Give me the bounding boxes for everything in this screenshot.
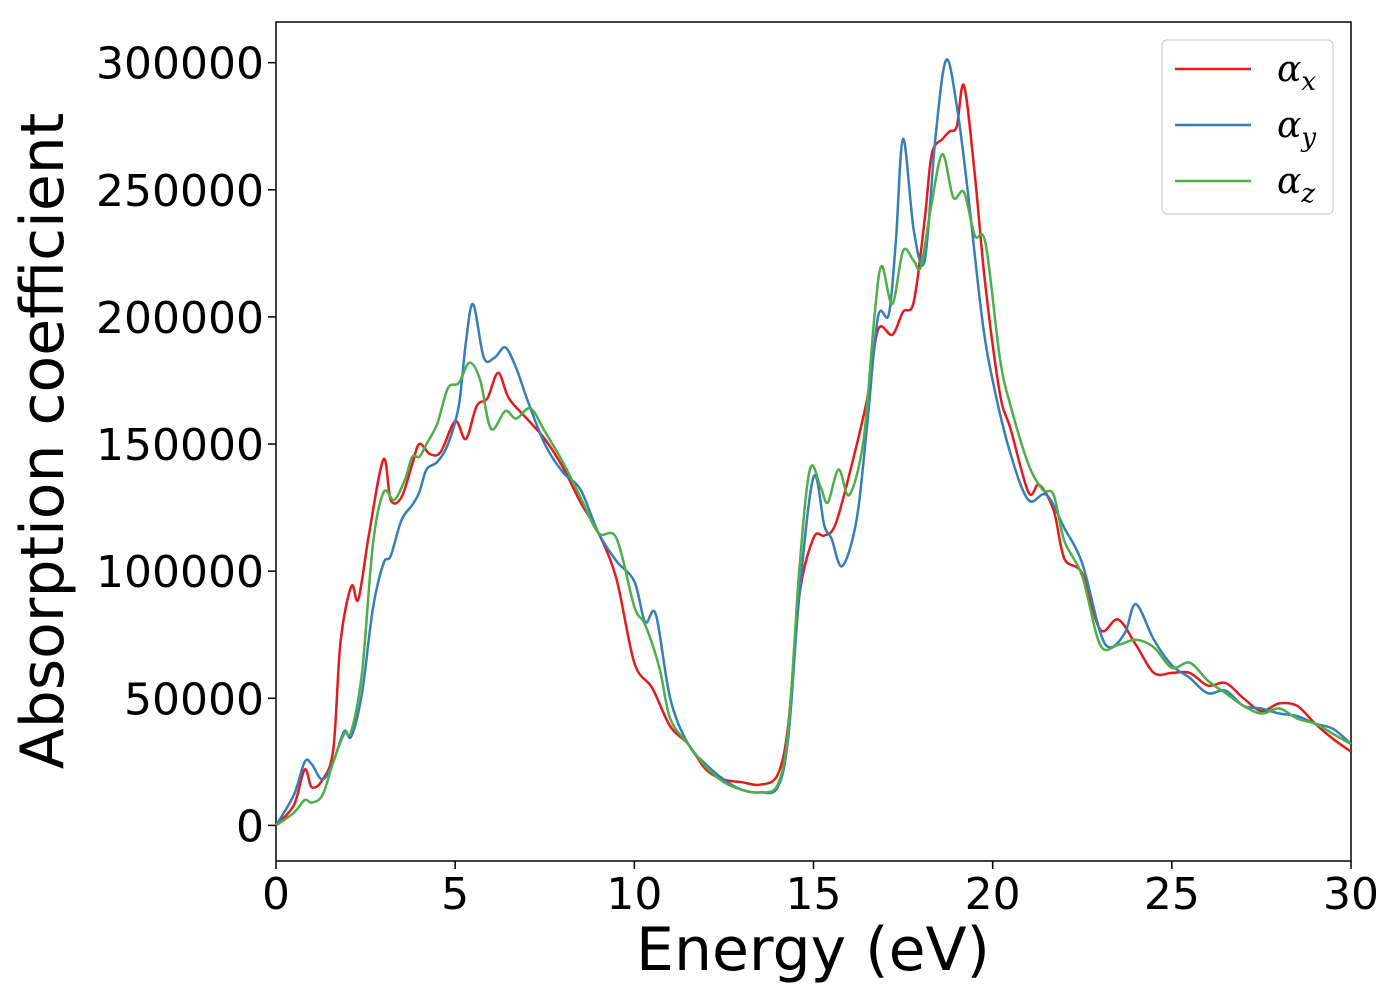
- legend-label-symbol: α: [1277, 49, 1301, 90]
- y-tick-label: 50000: [124, 674, 264, 725]
- legend-label-symbol: α: [1277, 161, 1301, 202]
- x-tick-label: 25: [1144, 869, 1200, 920]
- y-tick-label: 300000: [96, 39, 264, 90]
- x-tick-label: 10: [606, 869, 662, 920]
- y-axis-ticks: 0 50000 100000 150000 200000 250000 300000: [96, 39, 276, 852]
- legend-label-subscript: x: [1301, 67, 1316, 97]
- legend-label-alpha-y: αy: [1277, 105, 1316, 153]
- y-axis-title: Absorption coefficient: [8, 113, 78, 770]
- x-tick-label: 15: [786, 869, 842, 920]
- legend-label-subscript: z: [1300, 179, 1315, 209]
- legend-box: [1161, 39, 1334, 215]
- legend-label-subscript: y: [1300, 123, 1316, 153]
- y-tick-label: 150000: [96, 420, 264, 471]
- legend-label-alpha-x: αx: [1277, 49, 1316, 97]
- x-tick-label: 5: [441, 869, 469, 920]
- x-axis-title: Energy (eV): [636, 915, 990, 985]
- series-line-alpha-z: [275, 152, 1352, 827]
- y-tick-label: 250000: [96, 166, 264, 217]
- y-tick-label: 100000: [96, 547, 264, 598]
- series-layer: [274, 58, 1352, 827]
- x-tick-label: 20: [965, 869, 1021, 920]
- legend-label-alpha-z: αz: [1277, 161, 1315, 209]
- x-tick-label: 30: [1323, 869, 1379, 920]
- y-tick-label: 0: [236, 801, 264, 852]
- x-tick-label: 0: [262, 869, 290, 920]
- legend-label-symbol: α: [1277, 105, 1301, 146]
- x-axis-ticks: 0 5 10 15 20 25 30: [262, 861, 1379, 920]
- y-tick-label: 200000: [96, 293, 264, 344]
